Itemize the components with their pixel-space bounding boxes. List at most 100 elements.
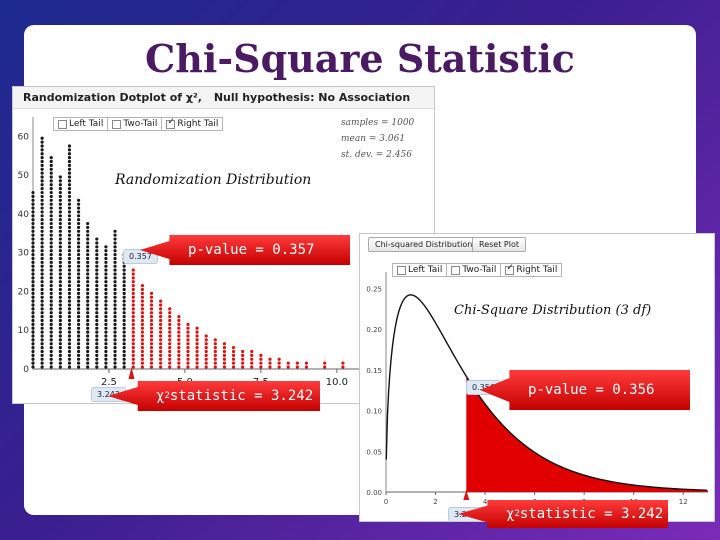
dotplot-dot <box>49 249 53 253</box>
dotplot-dot <box>131 283 135 288</box>
dotplot-dot <box>168 315 172 319</box>
dotplot-dot <box>104 334 108 338</box>
dotplot-dot <box>149 346 154 350</box>
dotplot-dot <box>113 229 117 233</box>
dotplot-dot <box>113 237 117 241</box>
dotplot-dot <box>40 256 44 261</box>
dotplot-dot <box>49 361 53 365</box>
dotplot-dot <box>49 183 53 187</box>
dotplot-dot <box>131 365 135 369</box>
dotplot-dot <box>186 326 190 330</box>
dotplot-dot <box>40 342 44 346</box>
dotplot-dot <box>104 307 108 311</box>
dotplot-dot <box>49 349 53 354</box>
reset-plot-button[interactable]: Reset Plot <box>472 237 526 252</box>
dotplot-dot <box>140 303 144 307</box>
two-tail-toggle[interactable]: Two-Tail <box>108 118 163 130</box>
dotplot-dot <box>40 187 44 191</box>
dotplot-dot <box>149 342 154 346</box>
chi-square-distribution-label: Chi-Square Distribution (3 df) <box>450 302 656 319</box>
pvalue-left-text: p-value = 0.357 <box>188 242 315 258</box>
dotplot-dot <box>49 283 53 288</box>
dotplot-y-tick-label: 50 <box>18 171 30 181</box>
dotplot-dot <box>58 241 62 245</box>
right-panel-right-tail-checkbox[interactable] <box>505 263 515 275</box>
dotplot-dot <box>95 272 99 276</box>
dotplot-dot <box>31 256 35 261</box>
dotplot-dot <box>95 307 99 311</box>
right-panel-left-tail-checkbox[interactable] <box>397 265 406 275</box>
dotplot-dot <box>31 307 35 311</box>
dotplot-dot <box>95 365 99 369</box>
dotplot-dot <box>95 303 99 307</box>
dotplot-dot <box>67 346 72 350</box>
pvalue-right-text: p-value = 0.356 <box>528 382 655 398</box>
dotplot-dot <box>131 287 135 292</box>
dotplot-dot <box>31 206 35 210</box>
dotplot-dot <box>58 233 62 237</box>
dotplot-dot <box>140 295 144 299</box>
dotplot-dot <box>67 156 72 160</box>
dotplot-dot <box>58 225 62 230</box>
dotplot-dot <box>95 237 99 241</box>
dotplot-dot <box>40 163 44 167</box>
dotplot-dot <box>67 144 72 148</box>
dotplot-dot <box>159 311 163 315</box>
right-panel-two-tail-label: Two-Tail <box>462 265 497 275</box>
dotplot-dot <box>76 326 81 330</box>
dotplot-dot <box>40 303 44 307</box>
dotplot-dot <box>40 365 44 369</box>
left-tail-checkbox[interactable] <box>58 119 67 129</box>
right-panel-two-tail-toggle[interactable]: Two-Tail <box>447 264 502 276</box>
right-tail-checkbox[interactable] <box>166 117 176 129</box>
dotplot-dot <box>76 346 81 350</box>
dotplot-dot <box>113 256 117 261</box>
dotplot-dot <box>31 233 35 237</box>
dotplot-dot <box>104 287 108 292</box>
dotplot-dot <box>104 295 108 299</box>
right-tail-toggle[interactable]: Right Tail <box>162 117 222 130</box>
dotplot-dot <box>40 264 44 268</box>
dotplot-dot <box>195 349 199 354</box>
dotplot-dot <box>149 349 154 354</box>
dotplot-dot <box>31 287 35 292</box>
right-panel-left-tail-toggle[interactable]: Left Tail <box>393 264 448 276</box>
two-tail-checkbox[interactable] <box>112 119 122 129</box>
dotplot-dot <box>31 299 35 303</box>
dotplot-dot <box>159 361 163 365</box>
dotplot-dot <box>122 303 126 307</box>
dotplot-dot <box>76 334 81 338</box>
dotplot-dot <box>40 283 44 288</box>
dotplot-dot <box>140 299 144 303</box>
dotplot-dot <box>49 202 53 206</box>
dotplot-dot <box>49 342 53 346</box>
tail-selector-left: Left Tail Two-Tail Right Tail <box>53 117 224 131</box>
dotplot-dot <box>149 365 154 369</box>
dotplot-dot <box>86 307 90 311</box>
dotplot-dot <box>31 291 35 295</box>
dotplot-dot <box>67 210 72 214</box>
dotplot-dot <box>113 272 117 276</box>
dotplot-dot <box>67 245 72 249</box>
slide-title: Chi-Square Statistic <box>145 36 575 81</box>
dotplot-dot <box>177 349 181 354</box>
dotplot-dot <box>122 291 126 295</box>
dotplot-dot <box>49 218 53 222</box>
dotplot-dot <box>31 346 35 350</box>
right-panel-two-tail-checkbox[interactable] <box>451 265 461 275</box>
dotplot-dot <box>131 322 135 326</box>
dotplot-dot <box>76 315 81 319</box>
dotplot-dot <box>186 334 190 338</box>
dotplot-dot <box>250 357 254 361</box>
distribution-dropdown[interactable]: Chi-squared Distribution ▾ <box>368 237 486 252</box>
dotplot-dot <box>159 357 163 361</box>
right-panel-right-tail-toggle[interactable]: Right Tail <box>501 263 561 276</box>
dotplot-dot <box>67 233 72 237</box>
dotplot-dot <box>58 183 62 187</box>
dotplot-dot <box>323 365 327 369</box>
dotplot-dot <box>67 148 72 152</box>
dotplot-dot <box>49 245 53 249</box>
left-tail-toggle[interactable]: Left Tail <box>54 118 109 130</box>
dotplot-dot <box>168 330 172 334</box>
dotplot-dot <box>186 353 190 357</box>
